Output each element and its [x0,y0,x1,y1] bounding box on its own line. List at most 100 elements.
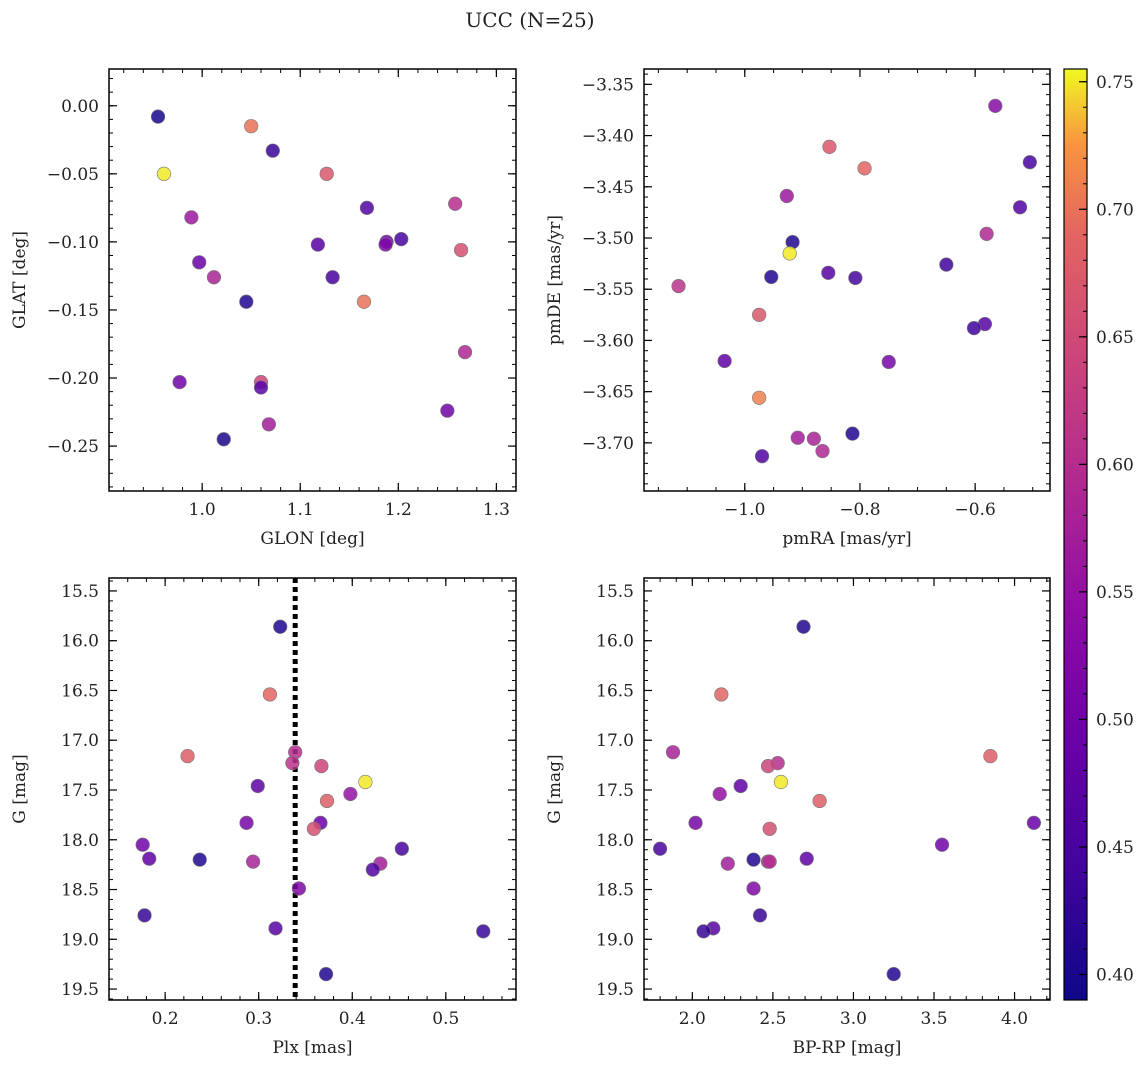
scatter-point [253,380,269,395]
scatter-point [184,210,199,225]
scatter-point [394,232,409,247]
y-tick-label: −3.50 [582,229,634,249]
y-tick-label: 18.0 [596,831,634,851]
x-tick-label: −0.6 [954,500,995,520]
y-tick-label: −3.60 [582,331,634,351]
scatter-point [653,841,668,856]
scatter-point [720,856,735,871]
scatter-point [979,226,994,242]
scatter-point [671,279,686,294]
scatter-point [319,793,335,809]
scatter-point [244,119,259,134]
panel-bprp-g: 2.0 2.5 3.0 3.5 4.0 15.5 16.0 16.5 17.0 17.5 18.0 1… [545,577,1051,1058]
colorbar-tick-label: 0.55 [1096,583,1134,603]
y-tick-label: −3.40 [582,127,634,147]
scatter-point [250,778,265,794]
y-tick-label: 16.5 [596,681,634,701]
scatter-point [245,854,261,869]
scatter-point [796,619,811,634]
scatter-point [782,246,797,261]
scatter-point [440,403,455,418]
scatter-point [812,793,827,809]
y-tick-label: 17.5 [596,781,634,801]
scatter-point [773,774,789,790]
scatter-point [216,432,231,447]
y-tick-label: 17.0 [61,731,99,751]
scatter-point [845,426,860,441]
scatter-point [172,374,187,390]
y-tick-label: 15.5 [61,582,99,602]
y-tick-label: 18.5 [596,881,634,901]
scatter-point [1026,815,1041,830]
scatter-point [343,786,358,802]
axes-frame [108,68,517,492]
y-tick-label: −0.20 [47,369,99,389]
colorbar: 0.40 0.45 0.50 0.55 0.60 0.65 0.70 0.75 [1063,68,1134,1001]
y-tick-label: −0.25 [47,437,99,457]
scatter-point [394,841,409,856]
x-tick-label: −1.0 [724,500,765,520]
scatter-point [752,307,767,322]
y-tick-label: 17.0 [596,731,634,751]
scatter-point [356,294,372,309]
scatter-point [821,265,836,280]
scatter-point [273,619,288,634]
y-tick-label: −3.55 [582,280,634,300]
scatter-point [857,161,872,176]
x-tick-label: 0.3 [245,1009,272,1029]
scatter-point [325,270,340,285]
colorbar-tick-label: 0.40 [1096,965,1134,985]
x-tick-label: 0.5 [432,1009,459,1029]
scatter-point [306,821,322,836]
scatter-point [848,270,863,286]
y-tick-label: −0.15 [47,301,99,321]
x-tick-label: 1.0 [189,500,216,520]
x-tick-label: −0.8 [839,500,880,520]
scatter-point [988,98,1003,113]
scatter-point [137,908,152,923]
y-tick-label: −3.65 [582,383,634,403]
scatter-point [886,967,901,982]
scatter-point [261,417,276,432]
scatter-point [762,821,777,836]
colorbar-tick-label: 0.75 [1096,73,1134,93]
panel-pmra-pmde: −1.0 −0.8 −0.6 −3.35 −3.40 −3.45 −3.50 −3.55 −3.… [545,68,1051,549]
scatter-point [754,449,770,464]
scatter-point [358,774,373,790]
panels: 1.0 1.1 1.2 1.3 0.00 −0.05 −0.10 −0.15 −0.20 −0.2… [10,68,1051,1058]
scatter-point [457,345,473,360]
scatter-point [239,294,254,309]
y-axis-label: GLAT [deg] [10,231,30,329]
scatter-point [359,200,375,215]
x-axis-label: Plx [mas] [272,1038,352,1058]
scatter-point [934,837,950,852]
scatter-point [285,756,300,771]
scatter-point [752,908,768,923]
x-axis-label: GLON [deg] [260,529,364,549]
scatter-point [378,237,393,252]
y-tick-label: 16.5 [61,681,99,701]
scatter-point [1022,155,1037,170]
x-tick-label: 3.5 [920,1009,947,1029]
y-tick-label: 17.5 [61,781,99,801]
scatter-point [733,778,748,794]
scatter-point [448,196,463,211]
scatter-point [291,881,307,896]
axes-frame [643,577,1051,1001]
y-axis-label: G [mag] [545,754,565,823]
scatter-point [764,269,779,285]
y-tick-label: −3.35 [582,75,634,95]
scatter-point [881,354,896,370]
scatter-point [746,881,761,896]
scatter-point [688,815,703,830]
y-tick-label: 19.0 [61,930,99,950]
scatter-point [939,257,954,272]
y-tick-label: −0.10 [47,233,99,253]
y-tick-label: −3.70 [582,434,634,454]
scatter-point [696,924,711,939]
scatter-point [752,390,767,405]
scatter-point [790,430,805,445]
scatter-point [762,854,777,869]
scatter-point [135,837,150,852]
scatter-point [192,255,207,270]
